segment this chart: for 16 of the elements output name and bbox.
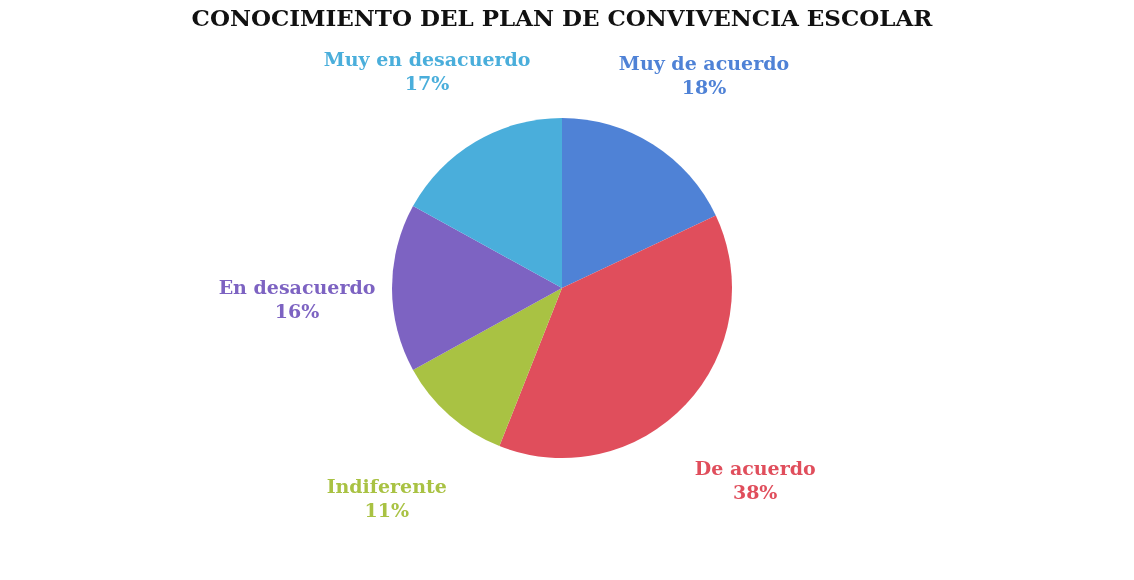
data-label: 18%: [681, 76, 727, 99]
pie-slice: [413, 118, 562, 288]
data-label: 17%: [404, 71, 450, 94]
slice-label: Muy de acuerdo: [618, 52, 790, 75]
slice-label: En desacuerdo: [218, 276, 376, 298]
data-label: 16%: [274, 300, 320, 322]
slice-label: Muy en desacuerdo: [323, 47, 531, 70]
pie-slice: [562, 118, 716, 288]
data-label: 38%: [732, 481, 778, 504]
data-label: 11%: [364, 498, 409, 521]
pie-slice: [392, 206, 562, 370]
pie-slice: [413, 288, 562, 447]
slice-label: Indiferente: [326, 474, 447, 497]
pie-slice: [499, 215, 732, 458]
chart-title: CONOCIMIENTO DEL PLAN DE CONVIVENCIA ESCOLAR: [191, 4, 934, 31]
slice-label: De acuerdo: [694, 457, 816, 480]
